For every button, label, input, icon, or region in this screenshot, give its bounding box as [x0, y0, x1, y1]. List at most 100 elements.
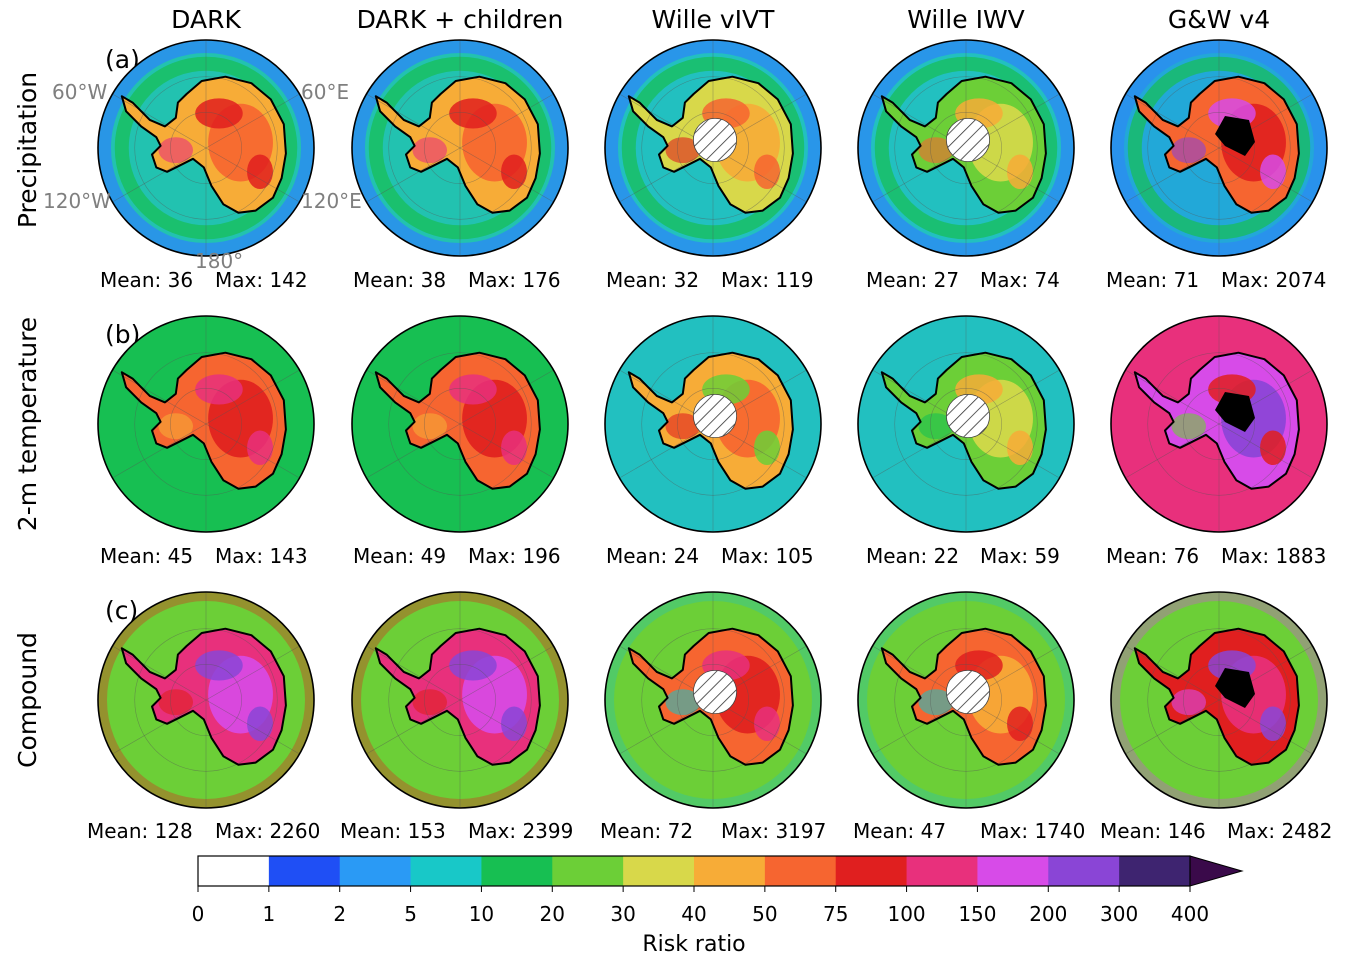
- colorbar-segment: [410, 856, 482, 886]
- map-border: [97, 315, 315, 533]
- stat-mean: Mean: 49: [353, 544, 446, 568]
- colorbar-segment: [906, 856, 978, 886]
- longitude-line: [1218, 423, 1313, 479]
- stats-row-a: Mean: 36 Max: 142 Mean: 38 Max: 176 Mean…: [100, 268, 1326, 292]
- polar-map: [604, 591, 822, 809]
- field-blob: [449, 650, 497, 681]
- longitude-line: [459, 423, 554, 479]
- field-blob: [501, 154, 527, 190]
- label-60e: 60°E: [301, 80, 349, 104]
- colorbar-segment: [977, 856, 1049, 886]
- field-blob: [1007, 706, 1033, 742]
- colorbar-segment: [198, 856, 270, 886]
- field-blob: [247, 154, 273, 190]
- stat-max: Max: 105: [721, 544, 814, 568]
- longitude-line: [1125, 93, 1220, 149]
- stat-max: Max: 2074: [1221, 268, 1326, 292]
- colorbar-tick-label: 0: [192, 902, 205, 926]
- longitude-line: [1125, 147, 1220, 203]
- polar-map: [857, 315, 1075, 533]
- map-border: [604, 315, 822, 533]
- hatched-no-data: [693, 118, 738, 163]
- polar-map: [604, 315, 822, 533]
- longitude-line: [1125, 699, 1220, 755]
- longitude-line: [619, 699, 714, 755]
- longitude-line: [1125, 369, 1220, 425]
- colorbar-tick-label: 30: [610, 902, 635, 926]
- colorbar-segment: [481, 856, 553, 886]
- stat-mean: Mean: 38: [353, 268, 446, 292]
- polar-map: [1110, 315, 1328, 533]
- maps-grid: [97, 39, 1328, 809]
- stat-mean: Mean: 22: [866, 544, 959, 568]
- field-blob: [501, 430, 527, 466]
- stat-mean: Mean: 32: [606, 268, 699, 292]
- stat-max: Max: 59: [980, 544, 1060, 568]
- colorbar-extend-arrow: [1189, 855, 1244, 887]
- map-border: [97, 591, 315, 809]
- colorbar-tick-label: 200: [1029, 902, 1067, 926]
- field-blob: [195, 650, 243, 681]
- stat-mean: Mean: 153: [340, 819, 446, 843]
- coastline: [627, 351, 794, 490]
- coastline: [374, 351, 541, 490]
- stat-mean: Mean: 71: [1106, 268, 1199, 292]
- row-label-temperature: 2-m temperature: [13, 317, 42, 531]
- colorbar-tick-label: 20: [540, 902, 565, 926]
- longitude-line: [205, 147, 300, 203]
- map-border: [97, 39, 315, 257]
- colorbar-tick-label: 2: [333, 902, 346, 926]
- coastline: [1133, 627, 1300, 766]
- longitude-line: [366, 147, 461, 203]
- column-title-gw-v4: G&W v4: [1168, 5, 1270, 34]
- stat-mean: Mean: 36: [100, 268, 193, 292]
- longitude-line: [459, 93, 554, 149]
- field-blob: [412, 137, 448, 164]
- field-blob: [754, 706, 780, 742]
- stat-max: Max: 3197: [721, 819, 826, 843]
- polar-map: [351, 591, 569, 809]
- longitude-labels: 60°W 60°E 120°W 120°E 180°: [43, 80, 362, 273]
- stats-row-b: Mean: 45 Max: 143 Mean: 49 Max: 196 Mean…: [100, 544, 1326, 568]
- map-border: [1110, 591, 1328, 809]
- colorbar-tick-label: 50: [752, 902, 777, 926]
- coastline: [120, 627, 287, 766]
- stat-mean: Mean: 146: [1100, 819, 1206, 843]
- longitude-line: [1218, 147, 1313, 203]
- field-blob: [501, 706, 527, 742]
- map-border: [351, 591, 569, 809]
- colorbar-segment: [764, 856, 837, 886]
- coastline: [120, 75, 287, 214]
- longitude-line: [619, 147, 714, 203]
- colorbar-segment: [623, 856, 695, 886]
- column-title-dark-children: DARK + children: [357, 5, 564, 34]
- longitude-line: [205, 369, 300, 425]
- map-border: [1110, 315, 1328, 533]
- longitude-line: [366, 645, 461, 701]
- label-60w: 60°W: [52, 80, 107, 104]
- longitude-line: [459, 147, 554, 203]
- stat-mean: Mean: 72: [600, 819, 693, 843]
- field-blob: [158, 137, 194, 164]
- polar-map: [1110, 591, 1328, 809]
- row-label-compound: Compound: [13, 632, 42, 768]
- field-blob: [918, 689, 954, 716]
- stat-max: Max: 74: [980, 268, 1060, 292]
- coastline: [880, 627, 1047, 766]
- colorbar-segment: [1048, 856, 1120, 886]
- longitude-line: [1218, 699, 1313, 755]
- colorbar-segment: [268, 856, 341, 886]
- field-blob: [195, 98, 243, 129]
- coastline: [880, 351, 1047, 490]
- colorbar-tick-label: 10: [469, 902, 494, 926]
- longitude-line: [872, 147, 967, 203]
- longitude-line: [872, 423, 967, 479]
- colorbar-tick-label: 100: [887, 902, 925, 926]
- coastline: [374, 627, 541, 766]
- colorbar: 0 1 2 5 10 20 30 40 50 75 100 150 200 300 400: [192, 855, 1244, 926]
- longitude-line: [459, 699, 554, 755]
- field-blob: [1171, 689, 1207, 716]
- longitude-line: [205, 93, 300, 149]
- colorbar-segment: [552, 856, 624, 886]
- colorbar-tick-label: 40: [681, 902, 706, 926]
